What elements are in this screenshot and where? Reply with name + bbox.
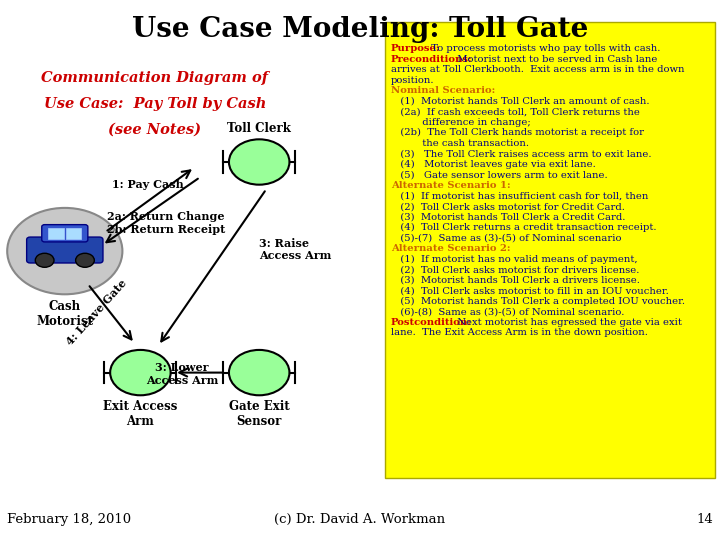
Text: (3)  Motorist hands Toll Clerk a Credit Card.: (3) Motorist hands Toll Clerk a Credit C… (391, 213, 626, 221)
FancyBboxPatch shape (66, 228, 81, 239)
Text: Use Case Modeling: Toll Gate: Use Case Modeling: Toll Gate (132, 16, 588, 43)
Text: 1: Pay Cash: 1: Pay Cash (112, 179, 184, 190)
FancyBboxPatch shape (385, 22, 715, 478)
Text: Toll Clerk: Toll Clerk (228, 122, 291, 135)
Circle shape (35, 253, 54, 267)
Text: (2a)  If cash exceeds toll, Toll Clerk returns the: (2a) If cash exceeds toll, Toll Clerk re… (391, 107, 640, 116)
Text: Alternate Scenario 2:: Alternate Scenario 2: (391, 244, 510, 253)
Text: (2)  Toll Clerk asks motorist for Credit Card.: (2) Toll Clerk asks motorist for Credit … (391, 202, 625, 211)
Text: Exit Access
Arm: Exit Access Arm (103, 400, 178, 428)
Text: Alternate Scenario 1:: Alternate Scenario 1: (391, 181, 510, 190)
Text: Motorist next to be served in Cash lane: Motorist next to be served in Cash lane (451, 55, 657, 64)
Text: 3: Lower
Access Arm: 3: Lower Access Arm (146, 362, 218, 386)
Text: (6)-(8)  Same as (3)-(5) of Nominal scenario.: (6)-(8) Same as (3)-(5) of Nominal scena… (391, 307, 624, 316)
Text: 3: Raise
Access Arm: 3: Raise Access Arm (259, 238, 332, 261)
Text: Purpose:: Purpose: (391, 44, 441, 53)
Text: arrives at Toll Clerkbooth.  Exit access arm is in the down: arrives at Toll Clerkbooth. Exit access … (391, 65, 685, 74)
Text: Postcondition:: Postcondition: (391, 318, 472, 327)
Text: Nominal Scenario:: Nominal Scenario: (391, 86, 495, 95)
Text: Gate Exit
Sensor: Gate Exit Sensor (229, 400, 289, 428)
Circle shape (229, 350, 289, 395)
Text: 2a: Return Change
2b: Return Receipt: 2a: Return Change 2b: Return Receipt (107, 211, 225, 235)
Text: (5)  Motorist hands Toll Clerk a completed IOU voucher.: (5) Motorist hands Toll Clerk a complete… (391, 297, 685, 306)
Text: (c) Dr. David A. Workman: (c) Dr. David A. Workman (274, 513, 446, 526)
Text: (4)  Toll Clerk asks motorist to fill in an IOU voucher.: (4) Toll Clerk asks motorist to fill in … (391, 286, 669, 295)
Text: (5)   Gate sensor lowers arm to exit lane.: (5) Gate sensor lowers arm to exit lane. (391, 171, 608, 179)
FancyBboxPatch shape (48, 228, 64, 239)
Text: (1)  Motorist hands Toll Clerk an amount of cash.: (1) Motorist hands Toll Clerk an amount … (391, 97, 649, 106)
Text: 4: Leave Gate: 4: Leave Gate (65, 277, 130, 347)
Text: (3)   The Toll Clerk raises access arm to exit lane.: (3) The Toll Clerk raises access arm to … (391, 150, 652, 158)
Text: (5)-(7)  Same as (3)-(5) of Nominal scenario: (5)-(7) Same as (3)-(5) of Nominal scena… (391, 234, 621, 242)
Ellipse shape (7, 208, 122, 294)
Text: position.: position. (391, 76, 434, 85)
Text: Communication Diagram of: Communication Diagram of (41, 71, 269, 85)
Text: (2b)  The Toll Clerk hands motorist a receipt for: (2b) The Toll Clerk hands motorist a rec… (391, 129, 644, 137)
FancyBboxPatch shape (27, 237, 103, 263)
Circle shape (110, 350, 171, 395)
Text: lane.  The Exit Access Arm is in the down position.: lane. The Exit Access Arm is in the down… (391, 328, 648, 338)
Text: February 18, 2010: February 18, 2010 (7, 513, 131, 526)
FancyBboxPatch shape (42, 225, 88, 242)
Text: Use Case:  Pay Toll by Cash: Use Case: Pay Toll by Cash (44, 97, 266, 111)
Text: (3)  Motorist hands Toll Clerk a drivers license.: (3) Motorist hands Toll Clerk a drivers … (391, 276, 640, 285)
Text: Cash
Motorist: Cash Motorist (36, 300, 94, 328)
Text: difference in change;: difference in change; (391, 118, 531, 127)
Circle shape (76, 253, 94, 267)
Text: the cash transaction.: the cash transaction. (391, 139, 529, 148)
Text: To process motorists who pay tolls with cash.: To process motorists who pay tolls with … (426, 44, 661, 53)
Text: (4)   Motorist leaves gate via exit lane.: (4) Motorist leaves gate via exit lane. (391, 160, 595, 169)
Circle shape (229, 139, 289, 185)
Text: (1)  If motorist has no valid means of payment,: (1) If motorist has no valid means of pa… (391, 255, 638, 264)
Text: Preconditions:: Preconditions: (391, 55, 472, 64)
Text: Next motorist has egressed the gate via exit: Next motorist has egressed the gate via … (451, 318, 682, 327)
Text: (1)  If motorist has insufficient cash for toll, then: (1) If motorist has insufficient cash fo… (391, 192, 648, 200)
Text: 14: 14 (696, 513, 713, 526)
Text: (see Notes): (see Notes) (108, 123, 202, 137)
Text: (2)  Toll Clerk asks motorist for drivers license.: (2) Toll Clerk asks motorist for drivers… (391, 265, 639, 274)
Text: (4)  Toll Clerk returns a credit transaction receipt.: (4) Toll Clerk returns a credit transact… (391, 223, 657, 232)
